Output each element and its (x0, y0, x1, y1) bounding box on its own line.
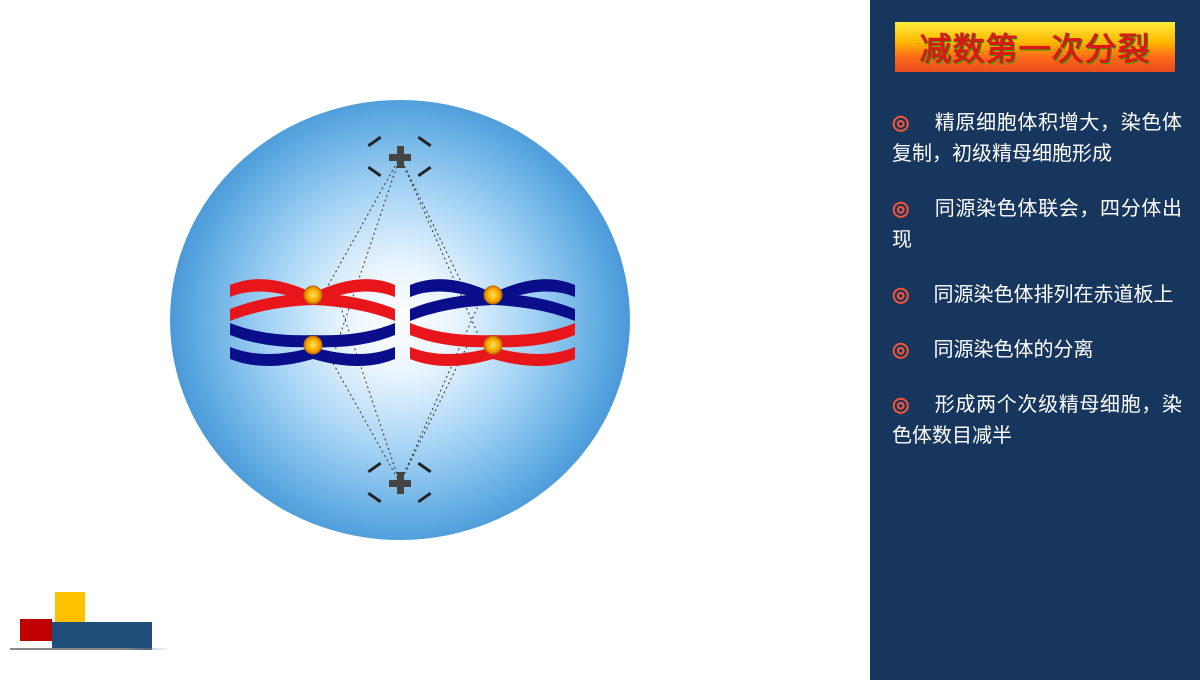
chromosome-pair-right (405, 265, 580, 375)
corner-decoration (10, 592, 170, 662)
point-text: 同源染色体的分离 (933, 339, 1093, 361)
point-1: ◎ 精原细胞体积增大，染色体复制，初级精母细胞形成 (892, 108, 1182, 170)
point-3: ◎ 同源染色体排列在赤道板上 (892, 280, 1182, 311)
bullet-icon: ◎ (892, 339, 909, 361)
point-5: ◎ 形成两个次级精母细胞，染色体数目减半 (892, 390, 1182, 452)
bullet-icon: ◎ (892, 284, 909, 306)
bullet-icon: ◎ (892, 394, 910, 416)
chromosome-pair-left (225, 265, 400, 375)
point-2: ◎ 同源染色体联会，四分体出现 (892, 194, 1182, 256)
point-text: 形成两个次级精母细胞，染色体数目减半 (892, 394, 1182, 447)
point-text: 同源染色体联会，四分体出现 (892, 198, 1182, 251)
cell-membrane (170, 100, 630, 540)
centriole-top (375, 132, 425, 182)
content-list: ◎ 精原细胞体积增大，染色体复制，初级精母细胞形成 ◎ 同源染色体联会，四分体出… (892, 108, 1182, 476)
bullet-icon: ◎ (892, 198, 910, 220)
centriole-bottom (375, 458, 425, 508)
point-text: 同源染色体排列在赤道板上 (933, 284, 1173, 306)
slide-title: 减数第一次分裂 (919, 24, 1150, 70)
title-box: 减数第一次分裂 (895, 22, 1175, 72)
bullet-icon: ◎ (892, 112, 910, 134)
diagram-panel (0, 0, 870, 680)
point-4: ◎ 同源染色体的分离 (892, 335, 1182, 366)
point-text: 精原细胞体积增大，染色体复制，初级精母细胞形成 (892, 112, 1182, 165)
sidebar: 减数第一次分裂 ◎ 精原细胞体积增大，染色体复制，初级精母细胞形成 ◎ 同源染色… (870, 0, 1200, 680)
